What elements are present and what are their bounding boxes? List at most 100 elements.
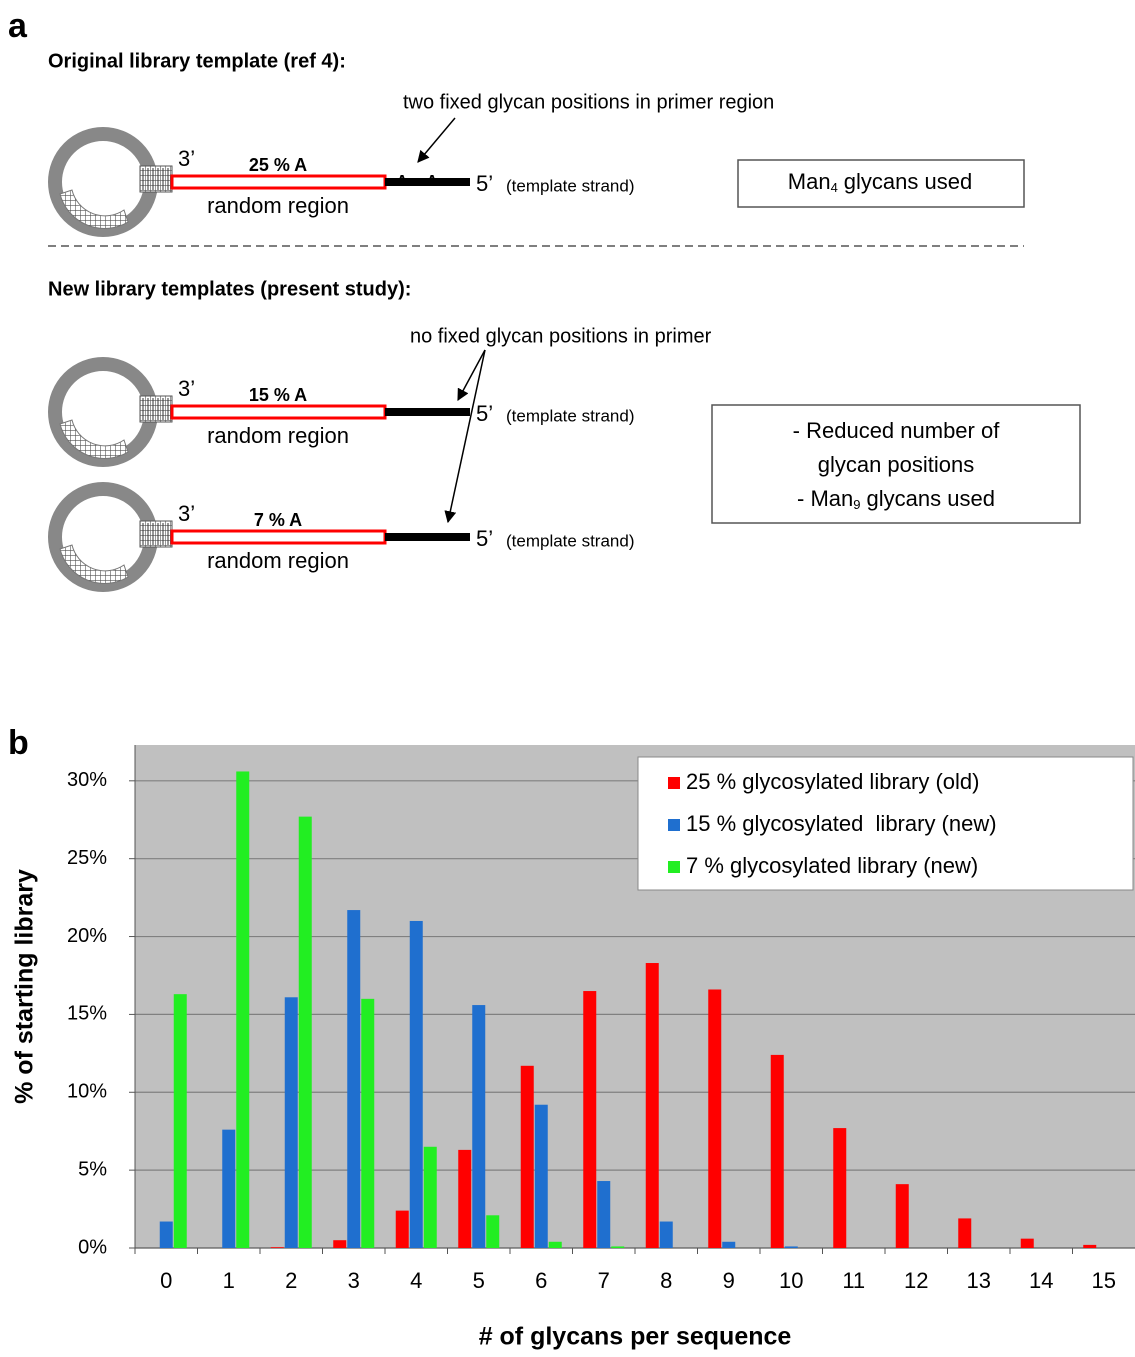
stem (140, 521, 172, 547)
bar (160, 1222, 173, 1248)
bar (424, 1147, 437, 1248)
bar (708, 989, 721, 1248)
x-tick-label: 15 (1092, 1268, 1116, 1293)
x-tick-label: 3 (348, 1268, 360, 1293)
note: two fixed glycan positions in primer reg… (403, 91, 774, 113)
bar (271, 1247, 284, 1248)
region-label: random region (207, 193, 349, 218)
y-tick-label: 0% (78, 1236, 107, 1258)
stem (140, 166, 172, 192)
strand-label: (template strand) (506, 531, 635, 550)
five-prime: 5’ (476, 526, 493, 551)
bar (646, 963, 659, 1248)
section-title: Original library template (ref 4): (48, 50, 346, 72)
y-tick-label: 10% (67, 1081, 107, 1103)
x-tick-label: 4 (410, 1268, 422, 1293)
bar (458, 1150, 471, 1248)
x-tick-label: 6 (535, 1268, 547, 1293)
panel-a: a Original library template (ref 4): two… (8, 7, 1080, 523)
box-text: - Reduced number of (793, 418, 1001, 443)
legend-swatch (668, 777, 680, 789)
box-text: glycan positions (818, 452, 975, 477)
stem (140, 396, 172, 422)
subscript: 4 (831, 180, 838, 195)
random-region (172, 176, 385, 188)
percent-a: 25 % A (249, 155, 307, 175)
three-prime: 3’ (178, 146, 195, 171)
strand-label: (template strand) (506, 406, 635, 425)
y-tick-label: 30% (67, 769, 107, 791)
region-label: random region (207, 423, 349, 448)
bar (486, 1215, 499, 1248)
five-prime: 5’ (476, 171, 493, 196)
bar (521, 1066, 534, 1248)
three-prime: 3’ (178, 501, 195, 526)
random-region (172, 406, 385, 418)
bar (472, 1005, 485, 1248)
box-text-part: Man (788, 169, 831, 194)
x-tick-label: 1 (223, 1268, 235, 1293)
x-tick-label: 2 (285, 1268, 297, 1293)
box-text-part: - Man (797, 486, 853, 511)
y-tick-label: 20% (67, 925, 107, 947)
bar (549, 1242, 562, 1248)
y-tick-label: 15% (67, 1003, 107, 1025)
x-tick-label: 12 (904, 1268, 928, 1293)
percent-a: 7 % A (254, 510, 302, 530)
x-tick-label: 5 (473, 1268, 485, 1293)
primer-mark: A (396, 173, 408, 190)
legend-swatch (668, 819, 680, 831)
bar (361, 999, 374, 1248)
bar (396, 1211, 409, 1248)
x-tick-label: 13 (967, 1268, 991, 1293)
legend-label: 25 % glycosylated library (old) (686, 769, 979, 794)
x-tick-label: 10 (779, 1268, 803, 1293)
bar (833, 1128, 846, 1248)
three-prime: 3’ (178, 376, 195, 401)
bar (222, 1130, 235, 1248)
x-tick-label: 7 (598, 1268, 610, 1293)
bar (958, 1218, 971, 1248)
x-tick-label: 0 (160, 1268, 172, 1293)
bar (785, 1246, 798, 1248)
bar (535, 1105, 548, 1248)
y-tick-label: 25% (67, 847, 107, 869)
x-tick-label: 14 (1029, 1268, 1053, 1293)
strand-label: (template strand) (506, 176, 635, 195)
section-title: New library templates (present study): (48, 278, 411, 300)
x-axis-label: # of glycans per sequence (479, 1323, 792, 1351)
template-construct: 3’ 15 % A random region 5’ (template strand) (55, 364, 635, 460)
legend-label: 15 % glycosylated library (new) (686, 811, 997, 836)
arrow (448, 350, 485, 522)
five-prime: 5’ (476, 401, 493, 426)
bar (583, 991, 596, 1248)
figure: a Original library template (ref 4): two… (0, 0, 1135, 1357)
bar (347, 910, 360, 1248)
bar (1021, 1239, 1034, 1248)
bar (771, 1055, 784, 1248)
bar (611, 1246, 624, 1248)
note: no fixed glycan positions in primer (410, 325, 712, 347)
x-tick-label: 11 (842, 1268, 865, 1293)
panel-label: b (8, 724, 29, 762)
percent-a: 15 % A (249, 385, 307, 405)
bar (660, 1222, 673, 1248)
arrow (418, 118, 455, 162)
bar (896, 1184, 909, 1248)
subscript: 9 (853, 497, 860, 512)
bar (410, 921, 423, 1248)
y-axis-label: % of starting library (11, 869, 39, 1104)
random-region (172, 531, 385, 543)
legend-swatch (668, 861, 680, 873)
x-tick-label: 9 (723, 1268, 735, 1293)
bar (1083, 1245, 1096, 1248)
x-tick-label: 8 (660, 1268, 672, 1293)
bar (597, 1181, 610, 1248)
panel-label: a (8, 7, 28, 45)
bar (722, 1242, 735, 1248)
bar (285, 997, 298, 1248)
bar (333, 1240, 346, 1248)
box-text-part: glycans used (867, 486, 995, 511)
template-construct: 3’ 25 % A random region 5’ (template strand)… (55, 134, 635, 230)
